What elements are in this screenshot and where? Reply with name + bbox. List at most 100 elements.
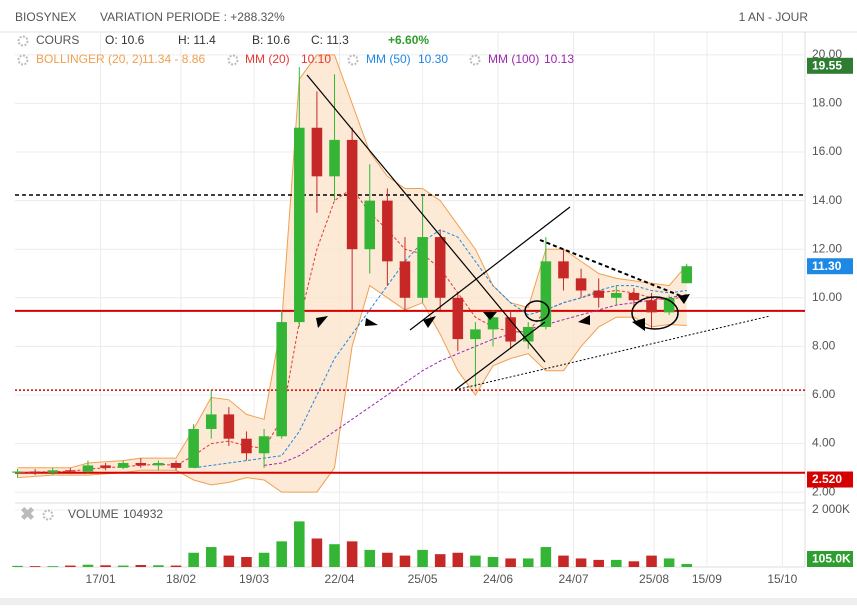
legend-name: MM (100)	[488, 52, 539, 66]
volume-bar	[522, 558, 534, 567]
x-tick-label: 24/06	[483, 572, 513, 586]
arrow	[578, 315, 590, 325]
y-tick-label: 8.00	[812, 339, 836, 353]
volume-bar	[628, 561, 640, 567]
volume-bar	[170, 565, 182, 567]
candle-body	[470, 329, 481, 340]
volume-bar	[346, 541, 358, 567]
volume-bar	[294, 521, 305, 567]
legend-value: 10.13	[544, 52, 574, 66]
arrow	[423, 316, 436, 328]
x-tick-label: 15/09	[692, 572, 722, 586]
volume-bar	[611, 559, 622, 567]
volume-bar	[205, 547, 217, 567]
candle-body	[505, 317, 516, 342]
settings-icon[interactable]	[227, 54, 239, 66]
candle-body	[117, 462, 129, 468]
settings-icon[interactable]	[17, 35, 29, 47]
volume-bar	[593, 559, 604, 567]
y-tick-label: 18.00	[812, 96, 842, 110]
volume-bar	[329, 544, 340, 567]
candle-body	[153, 462, 164, 466]
candle-body	[47, 470, 59, 473]
trend-line	[454, 315, 771, 391]
arrow	[316, 316, 328, 328]
quote-change: +6.60%	[388, 33, 429, 47]
volume-bar	[505, 558, 516, 567]
candle-body	[188, 428, 199, 468]
quote-item: O: 10.6	[105, 33, 145, 47]
price-label: 19.55	[812, 58, 842, 72]
volume-bar	[276, 541, 287, 567]
quote-name: COURS	[36, 33, 79, 47]
volume-bar	[681, 564, 693, 567]
volume-bar	[417, 549, 428, 567]
highlight-circle	[524, 300, 550, 322]
candle-body	[452, 297, 464, 340]
y-tick-label: 2.00	[812, 484, 836, 498]
x-tick-label: 18/02	[166, 572, 196, 586]
candle-body	[276, 322, 287, 437]
arrow	[483, 312, 497, 320]
bollinger-upper	[17, 54, 688, 469]
candle-body	[241, 438, 252, 454]
variation: VARIATION PERIODE : +288.32%	[100, 10, 285, 24]
x-tick-label: 25/05	[408, 572, 438, 586]
y-tick-label: 6.00	[812, 387, 836, 401]
candle-body	[205, 414, 217, 429]
volume-bar	[646, 555, 657, 567]
volume-name: VOLUME	[68, 507, 119, 521]
x-tick-label: 24/07	[559, 572, 589, 586]
legend-name: BOLLINGER (20, 2)	[36, 52, 143, 66]
volume-bar	[153, 565, 164, 567]
annotations	[306, 74, 771, 391]
candle-body	[611, 292, 622, 298]
settings-icon[interactable]	[42, 509, 54, 521]
volume-bar	[241, 557, 252, 567]
price-label-box	[807, 57, 853, 74]
x-tick-label: 25/08	[639, 572, 669, 586]
volume-label-box	[807, 551, 853, 567]
price-label-box	[807, 471, 853, 488]
quote-item: B: 10.6	[252, 33, 290, 47]
volume-bar	[558, 555, 569, 567]
arrow	[632, 318, 645, 331]
legend-name: MM (20)	[245, 52, 290, 66]
candle-body	[487, 317, 499, 330]
quote-item: C: 11.3	[311, 33, 349, 47]
price-label: 2.520	[812, 472, 842, 486]
volume-bar	[100, 565, 111, 567]
x-tick-label: 19/03	[239, 572, 269, 586]
trend-line	[409, 206, 571, 331]
candle-body	[681, 266, 693, 284]
settings-icon[interactable]	[469, 54, 481, 66]
candle-body	[29, 471, 41, 473]
y-tick-label: 20.00	[812, 47, 842, 61]
period[interactable]: 1 AN - JOUR	[739, 10, 809, 24]
price-label-box	[807, 258, 853, 275]
candle-body	[646, 300, 657, 313]
bottom-strip	[0, 598, 857, 605]
settings-icon[interactable]	[347, 54, 359, 66]
settings-icon[interactable]	[17, 54, 29, 66]
candle-body	[417, 237, 428, 298]
candle-body	[294, 127, 305, 323]
volume-bar	[452, 552, 464, 567]
volume-bar	[434, 554, 446, 567]
volume-last-label: 105.0K	[812, 552, 851, 566]
volume-bar	[487, 557, 499, 567]
candle-body	[346, 139, 358, 250]
volume-bar	[258, 552, 270, 567]
candle-body	[258, 436, 270, 454]
volume-bar	[663, 558, 675, 567]
x-tick-label: 17/01	[86, 572, 116, 586]
x-tick-label: 22/04	[325, 572, 355, 586]
candle-body	[329, 139, 340, 177]
close-icon[interactable]: ✖	[20, 504, 35, 524]
arrow	[678, 294, 690, 304]
price-label: 11.30	[812, 259, 842, 273]
legend: COURS O: 10.6 H: 11.4 B: 10.6 C: 11.3 +6.60% B…	[17, 33, 574, 524]
volume-bar	[47, 566, 59, 567]
legend-name: MM (50)	[366, 52, 411, 66]
candle-body	[12, 471, 23, 473]
